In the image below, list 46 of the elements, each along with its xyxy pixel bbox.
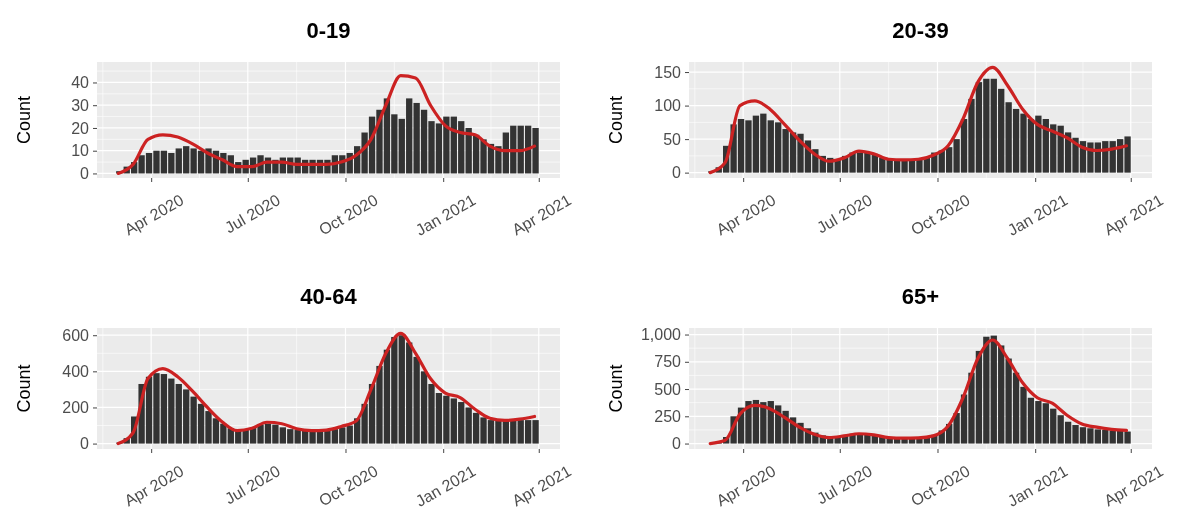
chart-title: 65+ — [901, 284, 940, 309]
y-tick-label: 100 — [654, 97, 682, 115]
y-axis-title: Count — [606, 95, 626, 145]
x-tick-label: Jul 2020 — [814, 191, 876, 237]
y-axis-title: Count — [14, 95, 34, 145]
x-tick-label: Jul 2020 — [222, 191, 284, 237]
x-tick-label: Jan 2021 — [412, 462, 479, 510]
x-tick-label: Apr 2020 — [121, 462, 187, 510]
x-tick-label: Apr 2020 — [713, 462, 779, 510]
x-tick-label: Oct 2020 — [907, 191, 973, 239]
y-tick-label: 40 — [71, 74, 90, 92]
chart-title: 20-39 — [892, 18, 949, 43]
y-tick-label: 200 — [62, 399, 90, 417]
x-tick-label: Jul 2020 — [222, 462, 284, 508]
x-tick-label: Apr 2021 — [509, 462, 575, 510]
y-tick-label: 150 — [654, 63, 682, 81]
y-tick-label: 0 — [80, 165, 90, 183]
y-tick-label: 50 — [663, 130, 682, 148]
x-tick-label: Apr 2020 — [713, 191, 779, 239]
y-tick-label: 0 — [80, 435, 90, 453]
x-tick-label: Apr 2021 — [1101, 462, 1167, 510]
x-tick-label: Jan 2021 — [412, 191, 479, 239]
chart-title: 40-64 — [300, 284, 358, 309]
y-tick-label: 0 — [672, 164, 682, 182]
x-tick-label: Jan 2021 — [1004, 462, 1071, 510]
x-tick-label: Apr 2021 — [509, 191, 575, 239]
y-tick-label: 250 — [654, 407, 682, 425]
y-tick-label: 20 — [71, 119, 90, 137]
y-tick-label: 500 — [654, 380, 682, 398]
x-tick-label: Jul 2020 — [814, 462, 876, 508]
y-tick-label: 10 — [71, 142, 90, 160]
x-tick-label: Apr 2021 — [1101, 191, 1167, 239]
y-tick-label: 750 — [654, 353, 682, 371]
y-axis-title: Count — [14, 364, 34, 413]
y-tick-label: 0 — [672, 435, 682, 453]
y-axis-title: Count — [606, 364, 626, 413]
x-tick-label: Jan 2021 — [1004, 191, 1071, 239]
y-tick-label: 30 — [71, 96, 90, 114]
x-tick-label: Oct 2020 — [907, 462, 973, 510]
y-tick-label: 1,000 — [640, 326, 682, 344]
y-tick-label: 600 — [62, 326, 90, 344]
x-tick-label: Oct 2020 — [315, 191, 381, 239]
x-tick-label: Oct 2020 — [315, 462, 381, 510]
chart-title: 0-19 — [306, 18, 351, 43]
x-tick-label: Apr 2020 — [121, 191, 187, 239]
y-tick-label: 400 — [62, 362, 90, 380]
